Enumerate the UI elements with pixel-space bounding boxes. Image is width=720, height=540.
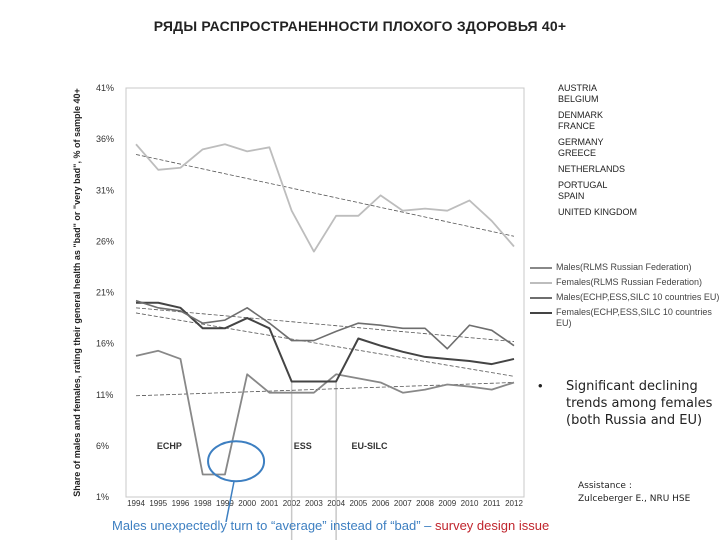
legend-swatch bbox=[530, 312, 552, 314]
legend-label: Females(RLMS Russian Federation) bbox=[556, 277, 703, 287]
assistance-credit: Assistance : Zulceberger E., NRU HSE bbox=[578, 480, 690, 506]
country-label: UNITED KINGDOM bbox=[558, 207, 638, 217]
y-tick-label: 26% bbox=[96, 236, 114, 246]
x-tick-label: 2000 bbox=[238, 499, 256, 508]
country-label: GERMANY bbox=[558, 137, 604, 147]
page-title: РЯДЫ РАСПРОСТРАНЕННОСТИ ПЛОХОГО ЗДОРОВЬЯ… bbox=[153, 18, 567, 34]
period-label: ESS bbox=[294, 441, 312, 451]
y-tick-label: 21% bbox=[96, 288, 114, 298]
country-list: AUSTRIA BELGIUM DENMARK FRANCE GERMANY G… bbox=[558, 83, 637, 218]
x-tick-label: 2011 bbox=[483, 499, 501, 508]
y-tick-label: 1% bbox=[96, 492, 109, 502]
plot-frame bbox=[125, 87, 525, 498]
y-tick-label: 31% bbox=[96, 185, 114, 195]
y-tick-label: 16% bbox=[96, 339, 114, 349]
legend-swatch bbox=[530, 267, 552, 269]
country-label: BELGIUM bbox=[558, 94, 599, 104]
period-label: ECHP bbox=[157, 441, 182, 451]
legend-item: Males(RLMS Russian Federation) bbox=[530, 262, 720, 273]
y-tick-label: 36% bbox=[96, 134, 114, 144]
x-tick-label: 1996 bbox=[172, 499, 190, 508]
y-tick-label: 41% bbox=[96, 83, 114, 93]
legend-swatch bbox=[530, 282, 552, 284]
x-tick-label: 1998 bbox=[194, 499, 212, 508]
country-label: PORTUGAL bbox=[558, 180, 608, 190]
x-tick-label: 1999 bbox=[216, 499, 234, 508]
trend-line bbox=[135, 154, 515, 237]
y-tick-label: 6% bbox=[96, 441, 109, 451]
chart-legend: Males(RLMS Russian Federation) Females(R… bbox=[530, 262, 720, 333]
period-label: EU-SILC bbox=[351, 441, 388, 451]
x-tick-label: 2007 bbox=[394, 499, 412, 508]
x-tick-label: 1994 bbox=[127, 499, 145, 508]
x-tick-label: 2006 bbox=[372, 499, 390, 508]
legend-item: Females(ECHP,ESS,SILC 10 countries EU) bbox=[530, 307, 720, 329]
trend-line bbox=[135, 312, 515, 377]
legend-item: Males(ECHP,ESS,SILC 10 countries EU) bbox=[530, 292, 720, 303]
assistance-label: Assistance : bbox=[578, 481, 632, 491]
x-tick-label: 2009 bbox=[438, 499, 456, 508]
country-label: DENMARK bbox=[558, 110, 604, 120]
legend-item: Females(RLMS Russian Federation) bbox=[530, 277, 720, 288]
series-line bbox=[135, 143, 515, 253]
legend-label: Females(ECHP,ESS,SILC 10 countries EU) bbox=[556, 307, 712, 328]
country-label: NETHERLANDS bbox=[558, 164, 626, 174]
country-label: GREECE bbox=[558, 148, 597, 158]
country-label: FRANCE bbox=[558, 121, 596, 131]
y-axis-label: Share of males and females, rating their… bbox=[72, 88, 82, 496]
annotation-circle bbox=[207, 440, 266, 483]
legend-label: Males(ECHP,ESS,SILC 10 countries EU) bbox=[556, 292, 720, 302]
x-tick-label: 2001 bbox=[261, 499, 279, 508]
trend-line bbox=[135, 307, 515, 342]
footer-note: Males unexpectedly turn to “average” ins… bbox=[112, 518, 549, 533]
legend-label: Males(RLMS Russian Federation) bbox=[556, 262, 692, 272]
x-tick-label: 2010 bbox=[461, 499, 479, 508]
country-label: AUSTRIA bbox=[558, 83, 598, 93]
country-label: SPAIN bbox=[558, 191, 585, 201]
series-line bbox=[135, 349, 515, 476]
series-line bbox=[135, 299, 515, 350]
footer-highlight: survey design issue bbox=[435, 518, 550, 533]
x-tick-label: 2008 bbox=[416, 499, 434, 508]
bullet-text: Significant declining trends among femal… bbox=[566, 379, 713, 428]
bullet-marker: • bbox=[538, 378, 543, 393]
assistance-name: Zulceberger E., NRU HSE bbox=[578, 494, 691, 504]
x-tick-label: 2005 bbox=[349, 499, 367, 508]
annotation-pointer bbox=[225, 481, 235, 523]
y-tick-label: 11% bbox=[96, 390, 113, 400]
footer-text: Males unexpectedly turn to “average” ins… bbox=[112, 518, 436, 533]
series-line bbox=[136, 301, 515, 383]
x-tick-label: 1995 bbox=[149, 499, 167, 508]
x-tick-label: 2003 bbox=[305, 499, 323, 508]
x-tick-label: 2012 bbox=[505, 499, 523, 508]
legend-swatch bbox=[530, 297, 552, 299]
